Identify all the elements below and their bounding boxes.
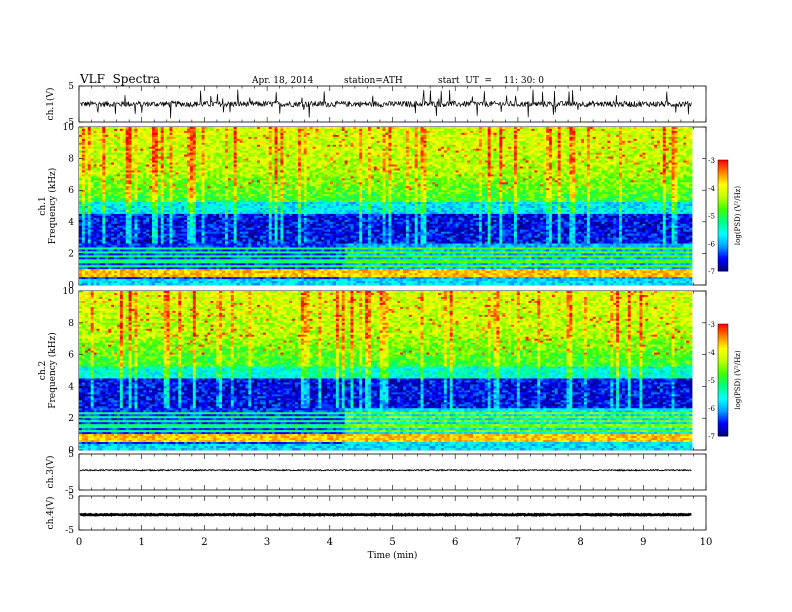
ch3-waveform-ylabel: ch.3(V) xyxy=(45,456,56,489)
ch1-waveform-frame xyxy=(79,86,706,122)
ch1-waveform-trace xyxy=(80,90,691,119)
ch3-waveform-frame xyxy=(79,454,706,490)
ch4-waveform-ylabel: ch.4(V) xyxy=(45,497,56,530)
ch3-waveform-panel xyxy=(79,454,706,490)
ch1-waveform-ylabel: ch.1(V) xyxy=(45,88,56,121)
ch4-waveform-ytick-label: 5 xyxy=(68,492,74,502)
vlf-spectra-figure: 5-5ch.1(V)5-5ch.3(V)5-5ch.4(V)0246810ch.… xyxy=(0,0,792,612)
ch1-waveform-ytick-label: 5 xyxy=(68,82,74,92)
ch4-waveform-frame xyxy=(79,496,706,530)
ch1-waveform-panel xyxy=(79,86,706,122)
ch4-waveform-trace xyxy=(80,514,691,515)
ch4-waveform-ytick-label: -5 xyxy=(65,526,74,536)
ch1-spectrogram-image xyxy=(79,127,692,285)
ch4-waveform-panel xyxy=(79,496,706,530)
ch3-waveform-trace xyxy=(80,470,691,471)
